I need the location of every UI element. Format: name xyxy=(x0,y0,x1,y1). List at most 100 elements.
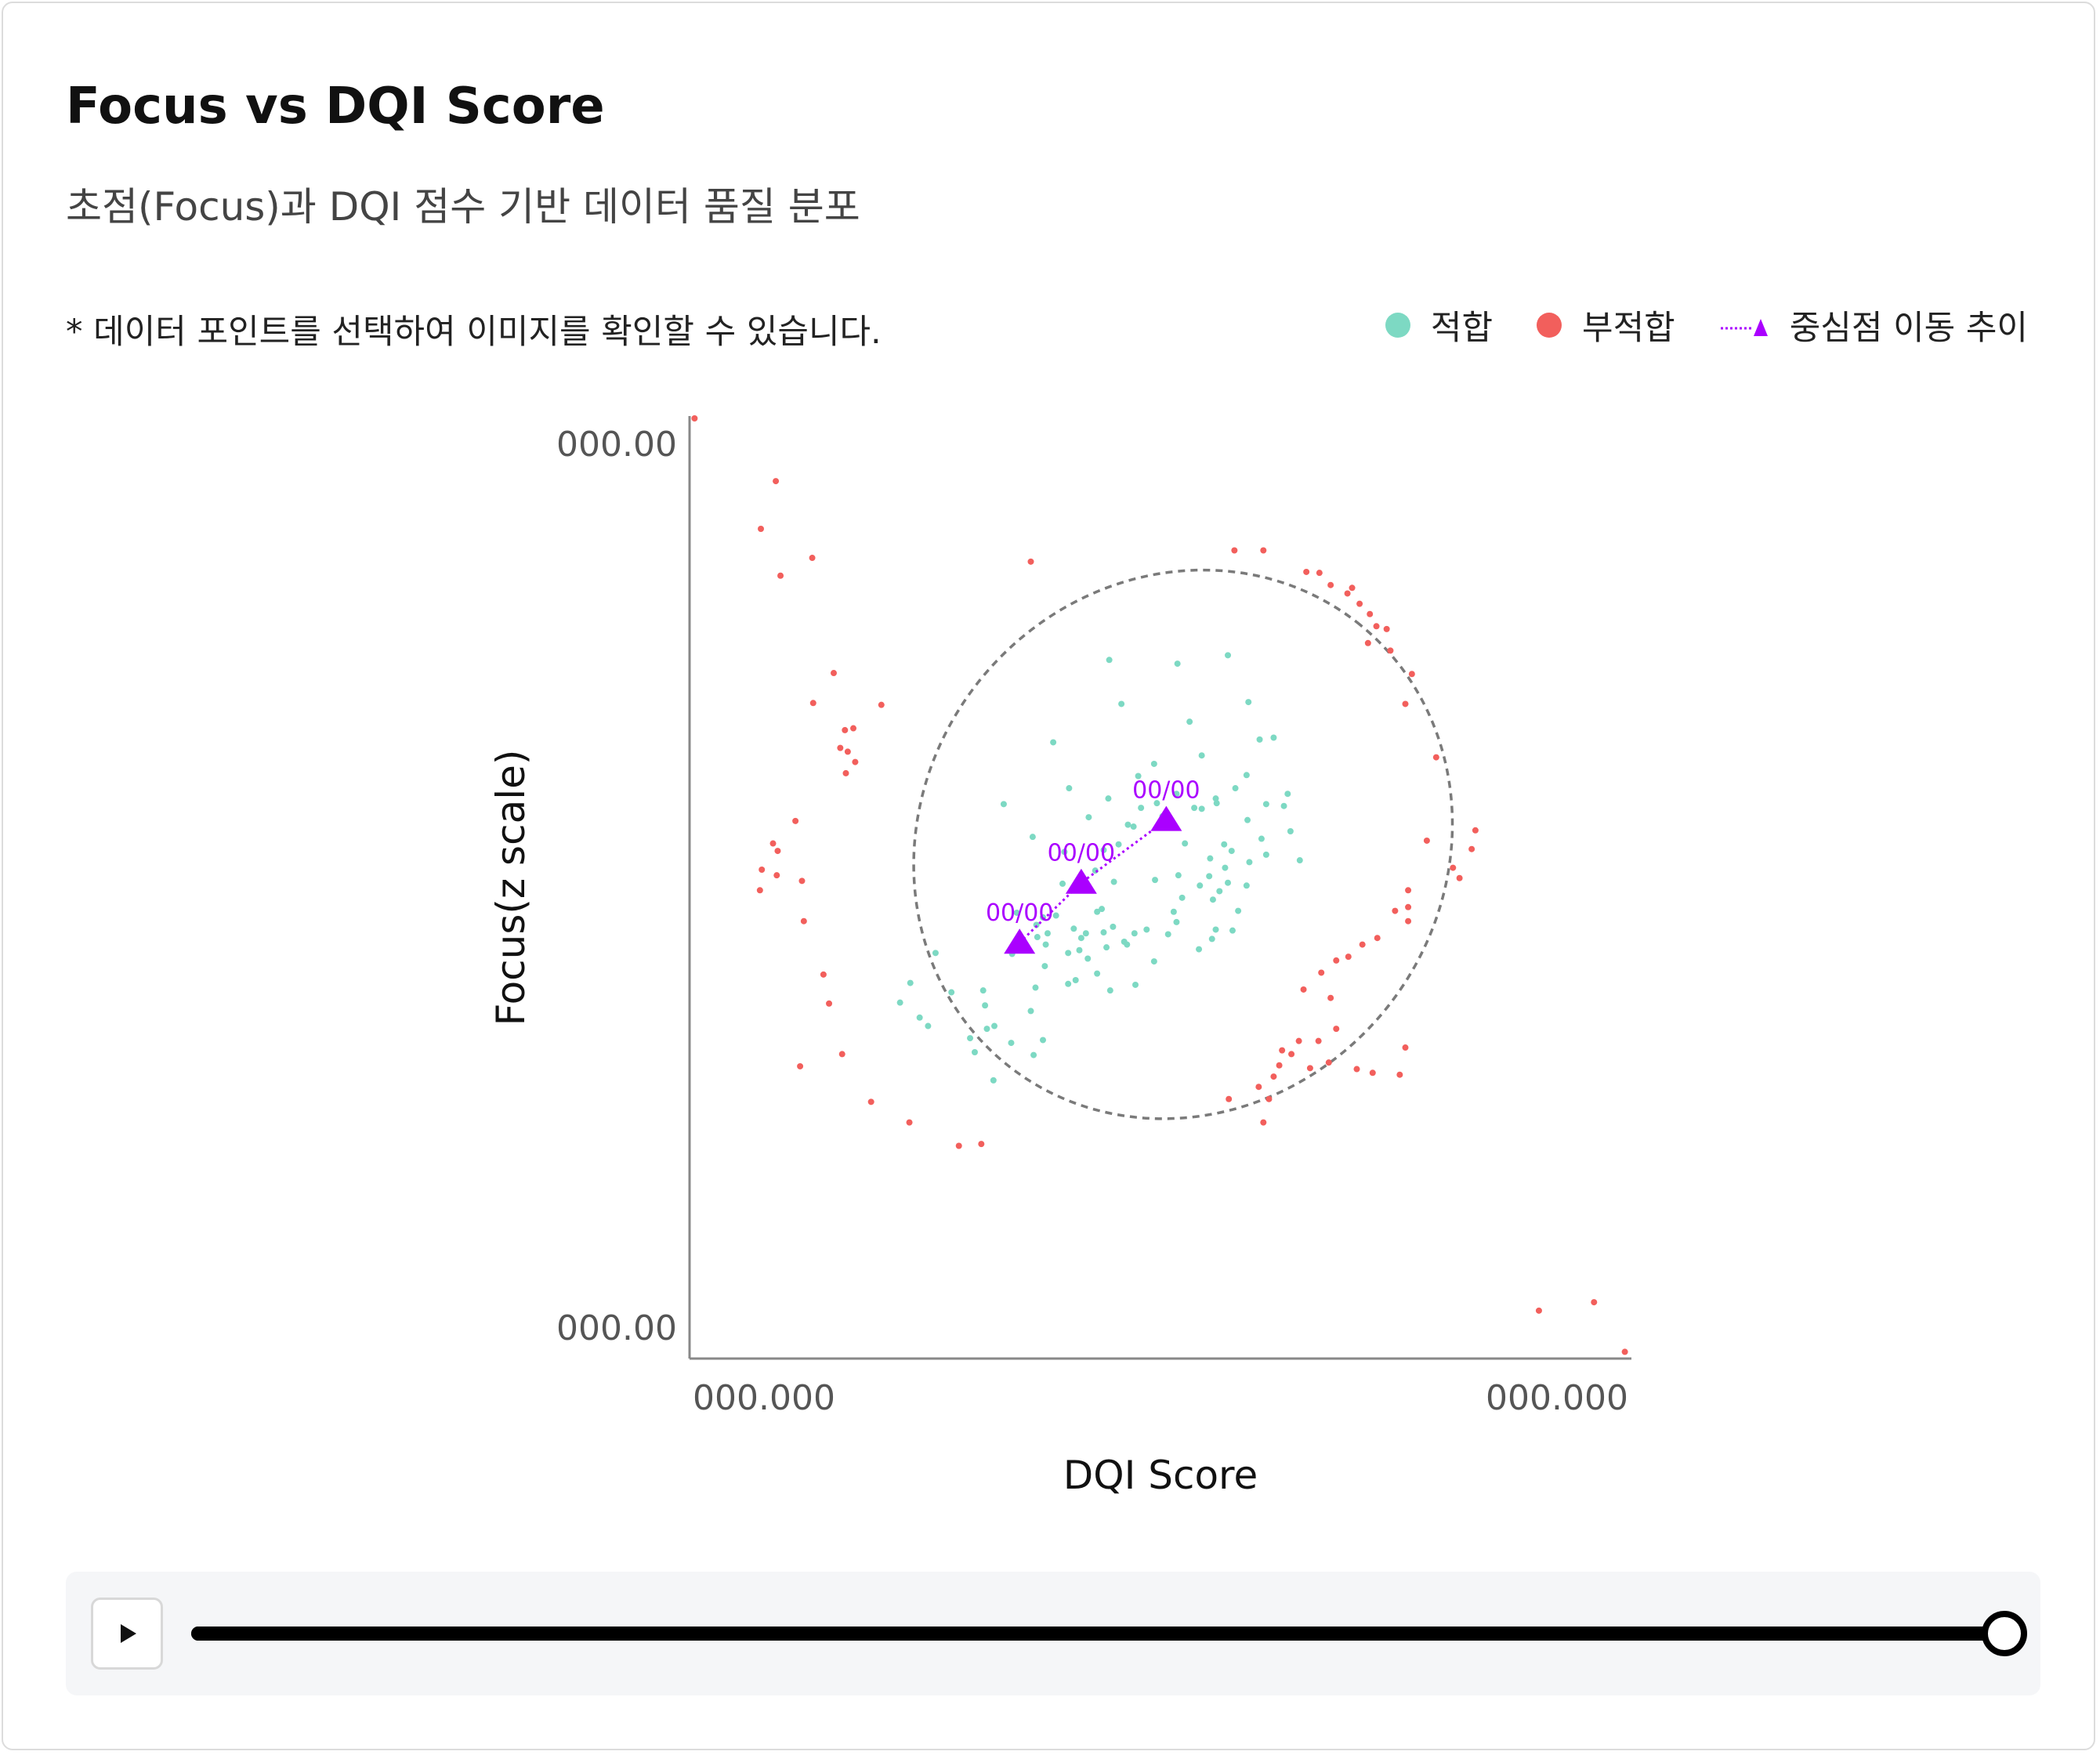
fit-point[interactable] xyxy=(916,1014,923,1021)
fit-point[interactable] xyxy=(1243,882,1250,889)
fit-point[interactable] xyxy=(1130,823,1137,830)
unfit-point[interactable] xyxy=(1315,1037,1322,1044)
unfit-point[interactable] xyxy=(1364,639,1371,646)
fit-point[interactable] xyxy=(1245,699,1252,706)
fit-point[interactable] xyxy=(1174,660,1181,668)
fit-point[interactable] xyxy=(1228,848,1235,855)
fit-point[interactable] xyxy=(1027,1008,1034,1015)
fit-point[interactable] xyxy=(1094,908,1101,915)
fit-point[interactable] xyxy=(1198,805,1205,812)
timeline-slider-handle[interactable] xyxy=(1982,1611,2027,1656)
unfit-point[interactable] xyxy=(867,1098,874,1105)
unfit-point[interactable] xyxy=(906,1119,913,1126)
fit-point[interactable] xyxy=(1132,981,1139,988)
unfit-point[interactable] xyxy=(1255,1084,1262,1091)
fit-point[interactable] xyxy=(1085,814,1092,821)
unfit-point[interactable] xyxy=(800,917,807,925)
unfit-point[interactable] xyxy=(1279,1047,1286,1054)
fit-point[interactable] xyxy=(1008,1040,1015,1047)
unfit-point[interactable] xyxy=(1306,1065,1313,1072)
unfit-point[interactable] xyxy=(1396,1071,1403,1078)
unfit-point[interactable] xyxy=(797,1062,804,1069)
fit-point[interactable] xyxy=(925,1022,932,1029)
unfit-point[interactable] xyxy=(1270,1073,1277,1080)
fit-point[interactable] xyxy=(1041,963,1048,970)
unfit-point[interactable] xyxy=(1327,994,1334,1001)
fit-point[interactable] xyxy=(1212,926,1219,933)
unfit-point[interactable] xyxy=(1468,845,1475,852)
fit-point[interactable] xyxy=(1235,907,1242,914)
unfit-point[interactable] xyxy=(756,887,763,894)
unfit-point[interactable] xyxy=(1231,547,1238,554)
fit-point[interactable] xyxy=(1065,980,1072,987)
fit-point[interactable] xyxy=(1072,977,1079,983)
fit-point[interactable] xyxy=(1173,791,1180,798)
fit-point[interactable] xyxy=(1150,760,1157,767)
fit-point[interactable] xyxy=(1182,840,1189,847)
unfit-point[interactable] xyxy=(798,878,806,885)
fit-point[interactable] xyxy=(1222,864,1229,871)
fit-point[interactable] xyxy=(967,1035,974,1042)
fit-point[interactable] xyxy=(1196,946,1203,953)
unfit-point[interactable] xyxy=(1402,700,1409,707)
unfit-point[interactable] xyxy=(1260,1119,1267,1126)
fit-point[interactable] xyxy=(1077,935,1084,942)
fit-point[interactable] xyxy=(1076,946,1083,953)
fit-point[interactable] xyxy=(1287,827,1294,834)
fit-point[interactable] xyxy=(1100,846,1107,853)
fit-point[interactable] xyxy=(1244,816,1251,823)
fit-point[interactable] xyxy=(1225,879,1232,886)
fit-point[interactable] xyxy=(932,950,939,957)
fit-point[interactable] xyxy=(1207,855,1214,862)
fit-point[interactable] xyxy=(1042,941,1049,948)
unfit-point[interactable] xyxy=(1423,837,1430,844)
unfit-point[interactable] xyxy=(1472,827,1479,834)
fit-point[interactable] xyxy=(1262,801,1269,808)
fit-point[interactable] xyxy=(1216,888,1223,895)
unfit-point[interactable] xyxy=(1402,1044,1409,1051)
fit-point[interactable] xyxy=(1032,984,1039,991)
unfit-point[interactable] xyxy=(1265,1095,1273,1102)
unfit-point[interactable] xyxy=(1535,1307,1542,1314)
unfit-point[interactable] xyxy=(1359,941,1366,948)
unfit-point[interactable] xyxy=(691,415,698,422)
fit-point[interactable] xyxy=(1209,896,1216,903)
unfit-point[interactable] xyxy=(826,1000,833,1007)
unfit-point[interactable] xyxy=(774,848,781,855)
unfit-point[interactable] xyxy=(809,700,816,707)
fit-point[interactable] xyxy=(896,999,903,1006)
fit-point[interactable] xyxy=(1197,882,1204,889)
fit-point[interactable] xyxy=(1115,841,1122,848)
unfit-point[interactable] xyxy=(1318,969,1325,976)
unfit-point[interactable] xyxy=(838,1051,845,1058)
unfit-point[interactable] xyxy=(978,1141,985,1148)
fit-point[interactable] xyxy=(1082,930,1089,937)
unfit-point[interactable] xyxy=(1408,671,1415,678)
unfit-point[interactable] xyxy=(769,840,777,847)
fit-point[interactable] xyxy=(1208,935,1215,943)
fit-point[interactable] xyxy=(983,1026,990,1033)
fit-point[interactable] xyxy=(1094,970,1101,977)
unfit-point[interactable] xyxy=(1349,584,1356,592)
unfit-point[interactable] xyxy=(1405,887,1412,894)
fit-point[interactable] xyxy=(1256,736,1263,743)
unfit-point[interactable] xyxy=(1374,935,1381,942)
centroid-marker[interactable] xyxy=(1150,805,1182,831)
fit-point[interactable] xyxy=(1284,791,1291,798)
fit-point[interactable] xyxy=(1143,926,1150,933)
fit-point[interactable] xyxy=(1198,752,1205,759)
unfit-point[interactable] xyxy=(1327,581,1334,588)
fit-point[interactable] xyxy=(1173,918,1180,925)
legend-item-fit[interactable]: 적합 xyxy=(1385,301,1493,349)
unfit-point[interactable] xyxy=(1027,558,1034,565)
fit-point[interactable] xyxy=(1110,878,1117,885)
fit-point[interactable] xyxy=(1052,912,1059,919)
fit-point[interactable] xyxy=(1110,923,1117,930)
fit-point[interactable] xyxy=(1153,800,1160,807)
unfit-point[interactable] xyxy=(1333,1026,1340,1033)
unfit-point[interactable] xyxy=(1369,1069,1376,1077)
fit-point[interactable] xyxy=(1232,785,1239,792)
unfit-point[interactable] xyxy=(844,748,851,755)
fit-point[interactable] xyxy=(1050,739,1057,746)
unfit-point[interactable] xyxy=(842,726,849,733)
